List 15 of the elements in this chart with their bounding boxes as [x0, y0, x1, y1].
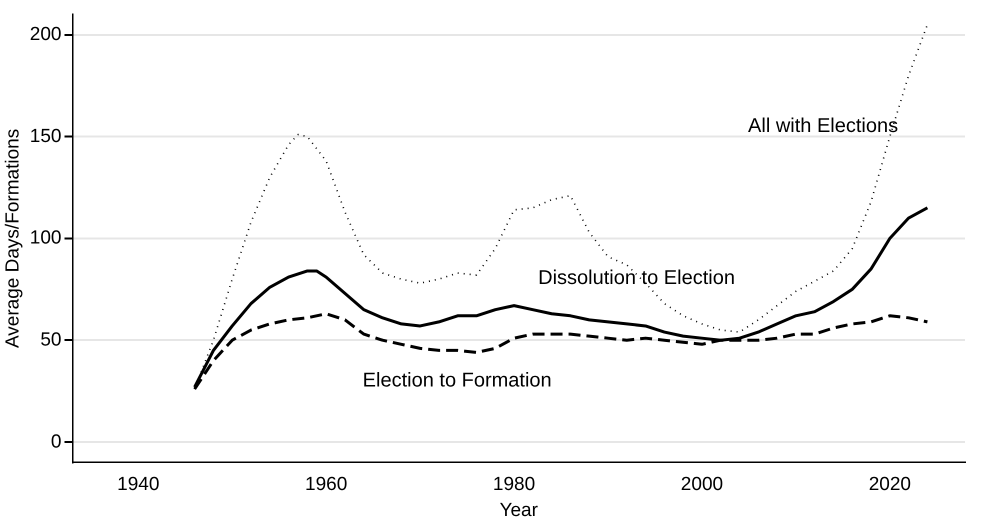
- annotation: Election to Formation: [362, 369, 552, 392]
- y-tick-label: 100: [30, 228, 62, 249]
- x-tick-label: 1940: [117, 474, 160, 496]
- annotation: All with Elections: [748, 114, 898, 137]
- y-tick-label: 50: [40, 329, 62, 350]
- x-tick-label: 1960: [305, 474, 348, 496]
- x-tick-label: 2000: [680, 474, 724, 496]
- x-axis-title: Year: [500, 500, 539, 521]
- annotation: Dissolution to Election: [538, 266, 735, 289]
- y-axis-title: Average Days/Formations: [2, 128, 24, 348]
- x-tick-label: 1980: [492, 474, 536, 496]
- x-tick-label: 2020: [868, 474, 911, 496]
- y-tick-label: 200: [30, 24, 62, 45]
- y-tick-label: 0: [50, 431, 62, 452]
- y-tick-label: 150: [30, 126, 62, 147]
